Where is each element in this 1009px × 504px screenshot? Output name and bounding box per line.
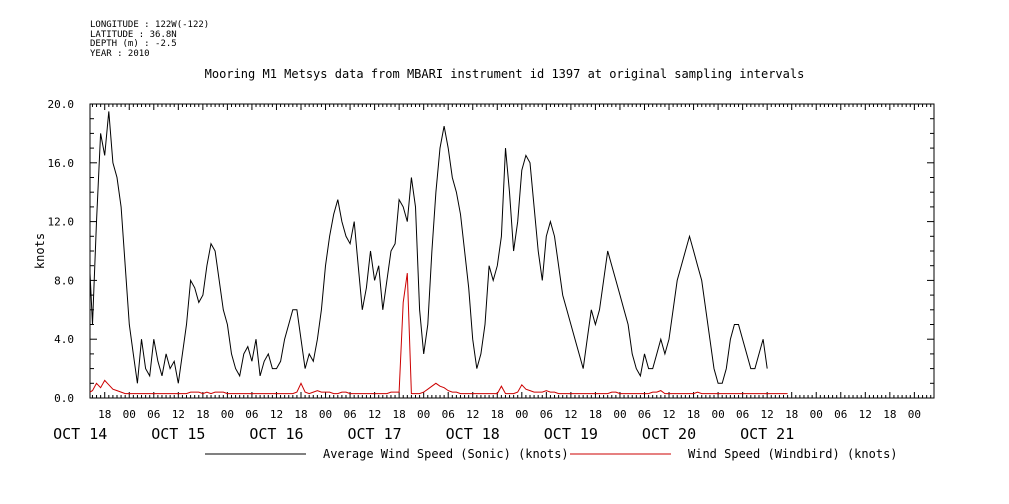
x-hour-label: 00: [123, 408, 136, 421]
year-text: YEAR : 2010: [90, 48, 150, 59]
x-hour-label: 06: [442, 408, 455, 421]
x-hour-label: 12: [172, 408, 185, 421]
x-hour-label: 06: [343, 408, 356, 421]
y-axis: 0.0 4.0 8.0 12.0 16.0 20.0: [48, 98, 934, 405]
x-hour-label: 06: [540, 408, 553, 421]
x-hour-label: 18: [883, 408, 896, 421]
x-hour-label: 00: [221, 408, 234, 421]
x-hour-label: 12: [662, 408, 675, 421]
x-hour-label: 18: [196, 408, 209, 421]
x-date-label: OCT 20: [642, 425, 696, 443]
x-date-label: OCT 18: [446, 425, 500, 443]
latitude-text: LATITUDE : 36.8N: [90, 29, 177, 40]
x-hour-label: 18: [491, 408, 504, 421]
x-date-label: OCT 16: [249, 425, 303, 443]
x-hour-label: 00: [908, 408, 921, 421]
x-hour-label: 12: [859, 408, 872, 421]
x-hour-label: 12: [466, 408, 479, 421]
y-tick-label: 20.0: [48, 98, 75, 111]
legend-sonic-label: Average Wind Speed (Sonic) (knots): [323, 447, 569, 461]
depth-text: DEPTH (m) : -2.5: [90, 39, 177, 49]
x-hour-label: 00: [613, 408, 626, 421]
mooring-metadata: LONGITUDE : 122W(-122) LATITUDE : 36.8N …: [90, 20, 210, 59]
y-tick-label: 16.0: [48, 157, 75, 170]
x-hour-label: 00: [417, 408, 430, 421]
sonic-wind-speed-line: [89, 111, 768, 384]
x-hour-label: 06: [736, 408, 749, 421]
x-date-label: OCT 15: [151, 425, 205, 443]
x-hour-label: 18: [785, 408, 798, 421]
x-hour-label: 12: [761, 408, 774, 421]
plot-frame: [89, 103, 935, 399]
y-tick-label: 12.0: [48, 216, 75, 229]
x-date-label: OCT 21: [740, 425, 794, 443]
x-hour-label: 00: [515, 408, 528, 421]
series-layer: [89, 111, 788, 395]
x-hour-label: 06: [834, 408, 847, 421]
x-hour-label: 12: [564, 408, 577, 421]
windbird-wind-speed-line: [89, 273, 788, 395]
x-hour-label: 18: [393, 408, 406, 421]
y-axis-label: knots: [33, 233, 47, 269]
x-date-label: OCT 19: [544, 425, 598, 443]
x-date-label: OCT 14: [53, 425, 107, 443]
legend: Average Wind Speed (Sonic) (knots) Wind S…: [205, 447, 898, 461]
x-hour-label: 12: [368, 408, 381, 421]
x-hour-label: 00: [319, 408, 332, 421]
legend-windbird-label: Wind Speed (Windbird) (knots): [688, 447, 898, 461]
y-tick-label: 4.0: [54, 333, 74, 346]
x-hour-label: 18: [294, 408, 307, 421]
y-tick-label: 8.0: [54, 274, 74, 287]
x-hour-label: 00: [711, 408, 724, 421]
x-hour-label: 06: [638, 408, 651, 421]
x-hour-label: 18: [687, 408, 700, 421]
x-hour-label: 06: [147, 408, 160, 421]
chart-title: Mooring M1 Metsys data from MBARI instru…: [204, 67, 805, 81]
x-date-label: OCT 17: [348, 425, 402, 443]
y-tick-label: 0.0: [54, 392, 74, 405]
x-axis: 18 00 06 12 18 00 06 12 18 00 06 12 18 00 06 12 18 00 06 12…: [53, 104, 932, 443]
longitude-text: LONGITUDE : 122W(-122): [90, 20, 210, 30]
x-hour-label: 00: [810, 408, 823, 421]
x-hour-label: 18: [589, 408, 602, 421]
x-hour-label: 18: [98, 408, 111, 421]
x-hour-label: 06: [245, 408, 258, 421]
x-hour-label: 12: [270, 408, 283, 421]
